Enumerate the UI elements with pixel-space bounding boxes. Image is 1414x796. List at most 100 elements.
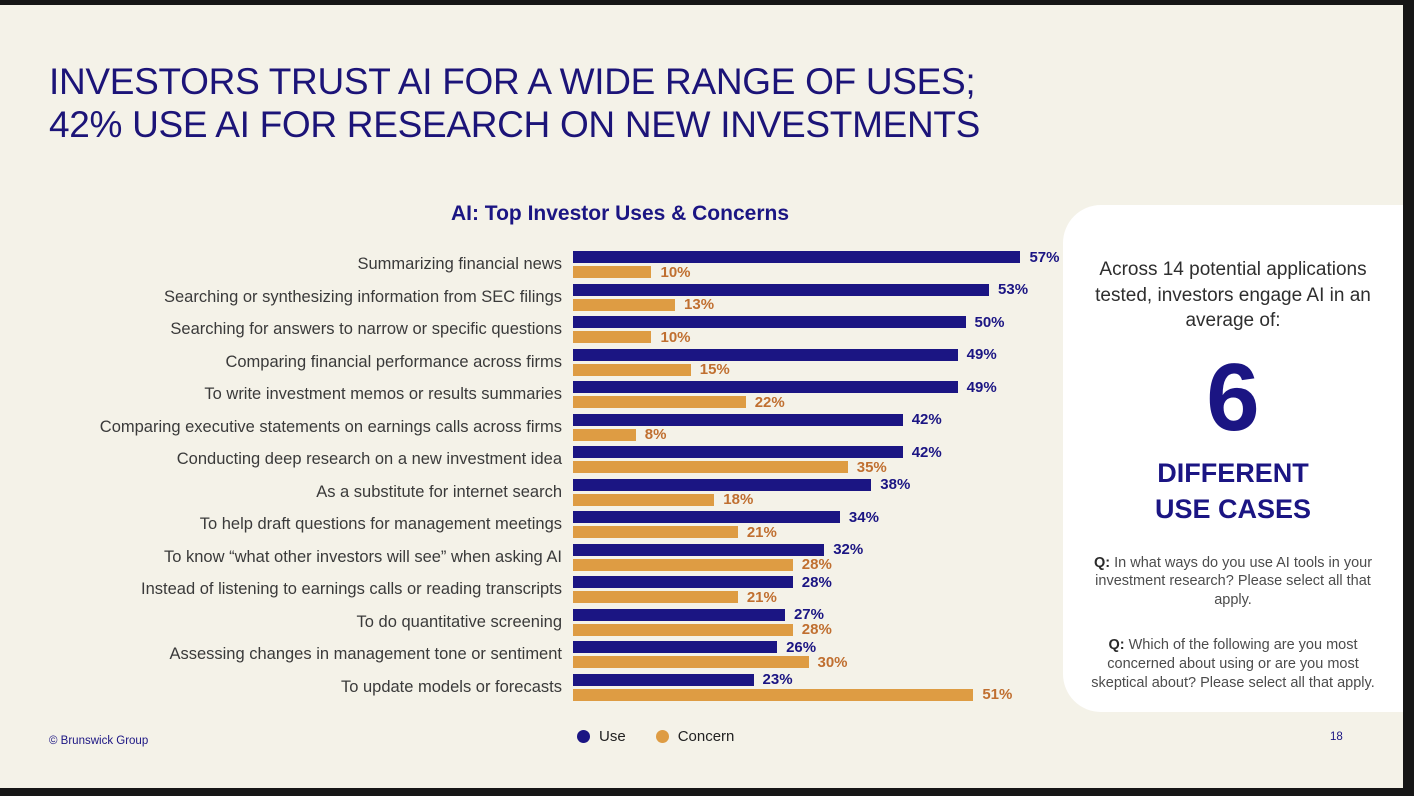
question-1: Q: In what ways do you use AI tools in y… (1089, 554, 1377, 611)
use-bar (573, 511, 840, 523)
copyright-text: © Brunswick Group (49, 735, 149, 747)
use-bar (573, 673, 754, 686)
concern-value-label: 28% (801, 556, 832, 573)
use-bar (573, 576, 793, 588)
panel-intro-text: Across 14 potential applications tested,… (1095, 259, 1371, 332)
category-label: Searching or synthesizing information fr… (163, 287, 562, 306)
concern-value-label: 30% (817, 653, 848, 671)
question-1-text: In what ways do you use AI tools in your… (1095, 554, 1373, 609)
page-number: 18 (1330, 731, 1343, 743)
concern-bar (573, 266, 652, 278)
use-bar-line: 27% (573, 606, 1044, 623)
bar-pair: 26% 30% (573, 638, 1044, 671)
use-bar (573, 251, 1021, 263)
concern-bar-line: 30% (573, 653, 1044, 671)
concern-value-label: 21% (746, 588, 777, 606)
bar-pair: 38% 18% (573, 476, 1044, 508)
concern-value-label: 10% (660, 263, 691, 281)
category-label: Searching for answers to narrow or speci… (170, 320, 562, 339)
chart-row: Searching or synthesizing information fr… (49, 281, 1044, 313)
concern-bar (573, 656, 809, 668)
concern-bar-line: 51% (573, 686, 1044, 703)
chart-row: Instead of listening to earnings calls o… (49, 573, 1044, 606)
panel-big-label-line1: DIFFERENT (1157, 457, 1309, 488)
use-legend-dot-icon (577, 730, 590, 743)
bar-pair: 49% 15% (573, 346, 1044, 378)
panel-big-label-line2: USE CASES (1154, 494, 1312, 525)
use-bar-line: 26% (573, 638, 1044, 656)
legend-label-concern: Concern (677, 728, 735, 745)
chart-row: Searching for answers to narrow or speci… (49, 313, 1044, 346)
use-bar-line: 49% (573, 378, 1044, 396)
use-bar-line: 49% (573, 346, 1044, 363)
use-bar (573, 446, 903, 458)
concern-bar (573, 688, 974, 701)
concern-bar-line: 28% (573, 621, 1044, 638)
use-bar-line: 34% (573, 508, 1044, 526)
concern-bar (573, 428, 636, 441)
concern-bar-line: 21% (573, 588, 1044, 606)
concern-bar (573, 363, 691, 376)
use-bar (573, 283, 990, 296)
bar-chart-rows: Summarizing financial news 57% 10% Searchin… (49, 249, 1060, 705)
concern-bar-line: 18% (573, 491, 1044, 508)
use-value-label: 23% (762, 671, 793, 688)
concern-bar-line: 21% (573, 524, 1044, 541)
category-label: Conducting deep research on a new invest… (176, 450, 562, 469)
slide-title: INVESTORS TRUST AI FOR A WIDE RANGE OF U… (49, 60, 980, 147)
category-label: Summarizing financial news (357, 255, 562, 274)
concern-value-label: 18% (723, 491, 754, 508)
use-value-label: 49% (966, 378, 997, 396)
concern-bar (573, 623, 793, 636)
use-bar-line: 53% (573, 281, 1044, 298)
use-value-label: 42% (911, 411, 942, 428)
panel-big-number: 6 (1206, 343, 1260, 451)
use-value-label: 49% (966, 346, 997, 363)
concern-bar-line: 10% (573, 328, 1044, 346)
concern-bar (573, 493, 715, 506)
use-value-label: 34% (848, 508, 879, 526)
concern-value-label: 28% (801, 621, 832, 638)
use-value-label: 27% (793, 606, 824, 623)
bar-pair: 53% 13% (573, 281, 1044, 313)
concern-bar (573, 558, 793, 571)
use-value-label: 38% (880, 476, 911, 493)
bar-pair: 57% 10% (573, 249, 1059, 281)
concern-bar-line: 22% (573, 394, 1044, 411)
concern-bar (573, 298, 676, 311)
concern-value-label: 10% (660, 328, 691, 346)
category-label: Comparing executive statements on earnin… (99, 417, 562, 436)
use-bar (573, 478, 872, 491)
category-label: To update models or forecasts (340, 677, 562, 696)
concern-bar-line: 8% (573, 426, 1044, 443)
use-value-label: 50% (974, 313, 1005, 331)
concern-value-label: 15% (699, 361, 730, 378)
use-value-label: 26% (786, 638, 817, 656)
question-2-text: Which of the following are you most conc… (1091, 637, 1375, 691)
use-bar (573, 316, 966, 328)
bar-pair: 23% 51% (573, 671, 1044, 703)
use-bar (573, 381, 958, 393)
use-value-label: 57% (1029, 248, 1060, 266)
bar-pair: 42% 35% (573, 443, 1044, 476)
frame-bottom-border (0, 788, 1414, 796)
highlight-panel: Across 14 potential applications tested,… (1063, 205, 1403, 712)
category-label: As a substitute for internet search (316, 482, 562, 501)
use-value-label: 42% (911, 443, 942, 461)
concern-value-label: 35% (856, 458, 887, 476)
category-label: Assessing changes in management tone or … (169, 645, 562, 664)
concern-bar-line: 15% (573, 361, 1044, 378)
concern-bar-line: 28% (573, 556, 1044, 573)
chart-row: As a substitute for internet search 38% 18… (49, 476, 1044, 508)
use-value-label: 28% (801, 573, 832, 591)
chart-row: Assessing changes in management tone or … (49, 638, 1044, 671)
chart-title: AI: Top Investor Uses & Concerns (450, 202, 789, 225)
legend-item-use: Use (577, 728, 626, 745)
bar-pair: 34% 21% (573, 508, 1044, 541)
use-bar-line: 28% (573, 573, 1044, 591)
question-2-prefix: Q: (1108, 637, 1125, 654)
slide-title-line2: 42% USE AI FOR RESEARCH ON NEW INVESTMEN… (49, 104, 981, 146)
concern-bar (573, 461, 848, 473)
concern-value-label: 8% (644, 426, 667, 443)
question-1-prefix: Q: (1093, 554, 1111, 571)
